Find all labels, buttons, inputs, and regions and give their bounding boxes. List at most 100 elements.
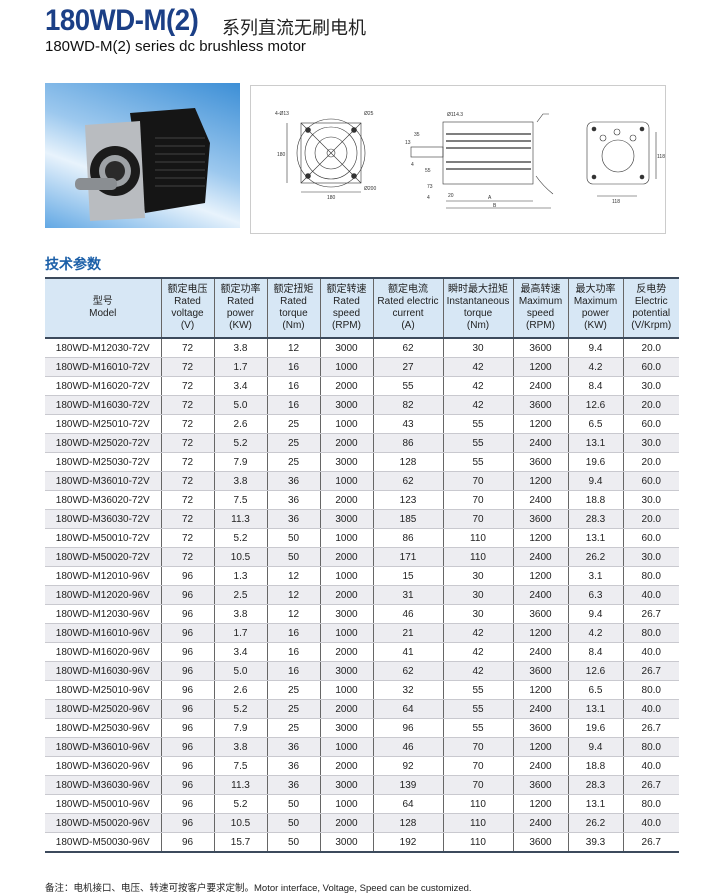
- value-cell: 128: [372, 452, 443, 472]
- column-header-line: 额定电压: [167, 284, 208, 295]
- value-cell: 3.8: [213, 338, 267, 358]
- model-cell: 180WD-M36010-72V: [45, 471, 161, 491]
- value-cell: 6.5: [567, 414, 623, 434]
- table-row: 180WD-M16020-72V 72 3.4 16 2000 55 42 2400 8.4 30…: [45, 376, 679, 396]
- column-header-line: power: [581, 308, 610, 319]
- value-cell: 9.4: [567, 737, 623, 757]
- value-cell: 2.6: [213, 414, 267, 434]
- table-row: 180WD-M25020-96V 96 5.2 25 2000 64 55 2400 13.1 4…: [45, 699, 679, 719]
- model-cell: 180WD-M16010-96V: [45, 623, 161, 643]
- value-cell: 50: [266, 832, 320, 853]
- svg-text:4: 4: [427, 195, 430, 201]
- value-cell: 5.2: [213, 433, 267, 453]
- value-cell: 12: [266, 585, 320, 605]
- value-cell: 55: [442, 452, 513, 472]
- table-row: 180WD-M16030-96V 96 5.0 16 3000 62 42 3600 12.6 2…: [45, 661, 679, 681]
- value-cell: 26.2: [567, 547, 623, 567]
- column-header-line: potential: [632, 308, 671, 319]
- value-cell: 19.6: [567, 718, 623, 738]
- column-header-line: 瞬时最大扭矩: [448, 284, 508, 295]
- front-view: 4-Ø13 Ø25 180 180 Ø200: [275, 111, 376, 201]
- model-cell: 180WD-M36010-96V: [45, 737, 161, 757]
- column-header-line: 反电势: [636, 284, 667, 295]
- value-cell: 1200: [512, 528, 568, 548]
- value-cell: 4.2: [567, 623, 623, 643]
- value-cell: 1000: [319, 680, 373, 700]
- svg-text:B: B: [493, 203, 497, 209]
- value-cell: 3000: [319, 832, 373, 853]
- value-cell: 110: [442, 547, 513, 567]
- table-row: 180WD-M16030-72V 72 5.0 16 3000 82 42 3600 12.6 2…: [45, 395, 679, 415]
- value-cell: 60.0: [622, 414, 679, 434]
- value-cell: 1200: [512, 471, 568, 491]
- value-cell: 2.6: [213, 680, 267, 700]
- value-cell: 1000: [319, 357, 373, 377]
- column-header-line: 额定扭矩: [273, 284, 314, 295]
- value-cell: 1000: [319, 623, 373, 643]
- svg-text:20: 20: [448, 193, 454, 199]
- value-cell: 18.8: [567, 756, 623, 776]
- value-cell: 96: [160, 813, 214, 833]
- column-header-line: (V): [180, 320, 195, 331]
- value-cell: 2000: [319, 642, 373, 662]
- value-cell: 3600: [512, 395, 568, 415]
- value-cell: 3600: [512, 338, 568, 358]
- column-header-line: speed: [526, 308, 555, 319]
- value-cell: 2000: [319, 756, 373, 776]
- rear-view: 118 118: [586, 121, 665, 205]
- value-cell: 5.0: [213, 661, 267, 681]
- value-cell: 3.8: [213, 604, 267, 624]
- value-cell: 25: [266, 452, 320, 472]
- model-cell: 180WD-M36020-96V: [45, 756, 161, 776]
- model-cell: 180WD-M12030-96V: [45, 604, 161, 624]
- column-header: 额定功率 Rated power (KW): [213, 278, 267, 338]
- value-cell: 36: [266, 756, 320, 776]
- value-cell: 42: [442, 395, 513, 415]
- model-cell: 180WD-M50020-96V: [45, 813, 161, 833]
- model-cell: 180WD-M25030-72V: [45, 452, 161, 472]
- value-cell: 2000: [319, 376, 373, 396]
- value-cell: 9.4: [567, 338, 623, 358]
- model-cell: 180WD-M36030-72V: [45, 509, 161, 529]
- column-header-line: (Nm): [282, 320, 305, 331]
- value-cell: 5.2: [213, 528, 267, 548]
- value-cell: 3000: [319, 395, 373, 415]
- value-cell: 26.7: [622, 775, 679, 795]
- value-cell: 2.5: [213, 585, 267, 605]
- table-row: 180WD-M36020-72V 72 7.5 36 2000 123 70 2400 18.8…: [45, 490, 679, 510]
- table-row: 180WD-M12020-96V 96 2.5 12 2000 31 30 2400 6.3 40…: [45, 585, 679, 605]
- value-cell: 70: [442, 509, 513, 529]
- value-cell: 7.9: [213, 452, 267, 472]
- column-header: 额定电压 Rated voltage (V): [160, 278, 214, 338]
- column-header-line: power: [226, 308, 255, 319]
- value-cell: 25: [266, 414, 320, 434]
- value-cell: 26.7: [622, 604, 679, 624]
- value-cell: 62: [372, 661, 443, 681]
- model-cell: 180WD-M25030-96V: [45, 718, 161, 738]
- table-row: 180WD-M25030-96V 96 7.9 25 3000 96 55 3600 19.6 2…: [45, 718, 679, 738]
- table-row: 180WD-M50010-72V 72 5.2 50 1000 86 110 1200 13.1…: [45, 528, 679, 548]
- table-row: 180WD-M36030-96V 96 11.3 36 3000 139 70 3600 28.…: [45, 775, 679, 795]
- value-cell: 96: [160, 680, 214, 700]
- value-cell: 96: [160, 737, 214, 757]
- value-cell: 2000: [319, 699, 373, 719]
- value-cell: 3.4: [213, 376, 267, 396]
- value-cell: 42: [442, 642, 513, 662]
- svg-text:35: 35: [414, 132, 420, 138]
- value-cell: 26.7: [622, 832, 679, 853]
- value-cell: 20.0: [622, 395, 679, 415]
- column-header: 反电势 Electric potential (V/Krpm): [622, 278, 679, 338]
- value-cell: 26.7: [622, 718, 679, 738]
- value-cell: 12.6: [567, 661, 623, 681]
- value-cell: 50: [266, 813, 320, 833]
- column-header: 型号 Model: [45, 278, 161, 338]
- value-cell: 36: [266, 775, 320, 795]
- side-view: Ø114.3 35 13 4 55 73 4 20 A B: [405, 112, 554, 209]
- model-cell: 180WD-M16030-72V: [45, 395, 161, 415]
- table-row: 180WD-M50020-72V 72 10.5 50 2000 171 110 2400 26…: [45, 547, 679, 567]
- column-header-line: 最大功率: [575, 284, 616, 295]
- value-cell: 16: [266, 357, 320, 377]
- value-cell: 1000: [319, 794, 373, 814]
- value-cell: 42: [442, 357, 513, 377]
- value-cell: 1000: [319, 566, 373, 586]
